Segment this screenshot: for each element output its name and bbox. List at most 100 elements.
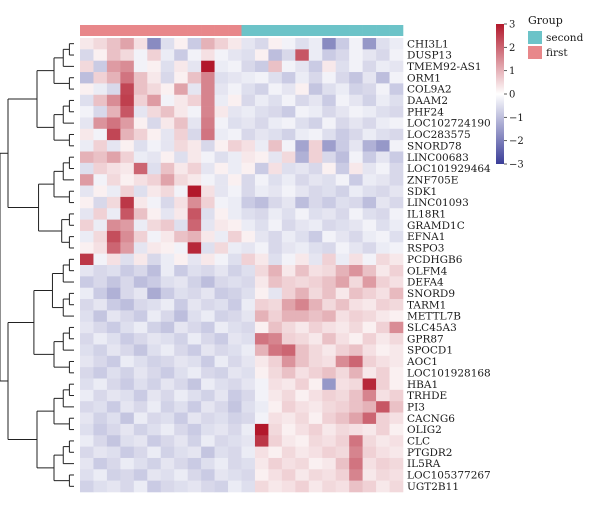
heatmap-cell [187,480,202,493]
heatmap-cell [322,310,337,323]
heatmap-cell [214,480,229,493]
heatmap-cell [349,83,363,96]
heatmap-cell [268,253,283,266]
heatmap-cell [389,38,404,50]
heatmap-cell [295,310,310,323]
heatmap-cell [120,83,135,96]
heatmap-cell [174,287,188,300]
heatmap-cell [120,94,135,107]
group-bar-cell [160,25,175,36]
heatmap-cell [106,162,121,175]
heatmap-cell [349,72,363,84]
group-bar-cell [349,25,363,36]
heatmap-cell [268,230,283,243]
heatmap-cell [349,162,363,175]
row-label: LINC00683 [407,152,469,164]
heatmap-cell [389,276,404,288]
row-label: AOC1 [406,356,438,368]
row-label: SLC45A3 [407,322,457,334]
heatmap-cell [214,367,229,379]
heatmap-cell [106,457,121,470]
heatmap-cell [376,83,390,96]
heatmap-cell [241,367,256,379]
heatmap-cell [254,299,269,311]
heatmap-cell [376,276,390,288]
heatmap-cell [174,310,188,323]
heatmap-cell [187,196,202,209]
heatmap-cell [322,299,337,311]
heatmap-cell [228,106,242,118]
heatmap-cell [362,83,377,96]
heatmap-cell [174,174,188,186]
heatmap-cell [228,389,242,402]
heatmap-cell [335,38,350,50]
heatmap-cell [174,83,188,96]
heatmap-cell [214,299,229,311]
heatmap-cell [93,321,108,334]
heatmap-cell [295,174,310,186]
heatmap-cell [389,469,404,481]
group-legend-swatch [528,46,542,59]
heatmap-cell [376,265,390,277]
heatmap-cell [281,174,296,186]
heatmap-cell [389,230,404,243]
heatmap-cell [281,344,296,357]
heatmap-cell [254,140,269,152]
heatmap-cell [335,276,350,288]
heatmap-cell [376,94,390,107]
heatmap-cell [160,412,175,425]
heatmap-cell [362,185,377,198]
heatmap-cell [376,151,390,164]
heatmap-cell [147,310,162,323]
heatmap-cell [335,480,350,493]
heatmap-cell [241,230,256,243]
heatmap-cell [187,310,202,323]
heatmap-cell [308,38,323,50]
heatmap-cell [201,423,215,436]
row-label: GRAMD1C [407,220,465,232]
heatmap-cell [147,60,162,73]
heatmap-cell [174,60,188,73]
heatmap-cell [281,219,296,232]
heatmap-cell [295,185,310,198]
heatmap-cell [133,457,148,470]
heatmap-cell [281,106,296,118]
heatmap-cell [160,367,175,379]
heatmap-cell [308,49,323,61]
heatmap-cell [389,480,404,493]
heatmap-cell [349,140,363,152]
row-label: RSPO3 [407,243,444,255]
heatmap-cell [228,321,242,334]
heatmap-cell [241,128,256,141]
heatmap-cell [295,423,310,436]
heatmap-cell [80,265,94,277]
heatmap-cell [174,106,188,118]
heatmap-cell [308,435,323,447]
heatmap-cell [335,140,350,152]
heatmap-cell [281,299,296,311]
heatmap-cell [281,38,296,50]
heatmap-cell [322,60,337,73]
heatmap-cell [322,344,337,357]
heatmap-cell [389,140,404,152]
heatmap-cell [147,333,162,345]
heatmap-cell [228,333,242,345]
heatmap-cell [362,253,377,266]
heatmap-cell [241,469,256,481]
heatmap-cell [281,333,296,345]
heatmap-cell [147,162,162,175]
heatmap-cell [362,457,377,470]
row-label: METTL7B [407,311,461,323]
heatmap-cell [295,219,310,232]
heatmap-cell [241,72,256,84]
heatmap-cell [241,49,256,61]
heatmap-cell [335,49,350,61]
heatmap-cell [187,106,202,118]
heatmap-cell [214,355,229,368]
heatmap-cell [214,60,229,73]
heatmap-cell [362,389,377,402]
heatmap-cell [281,321,296,334]
heatmap-cell [187,457,202,470]
heatmap-cell [228,140,242,152]
heatmap-cell [335,230,350,243]
